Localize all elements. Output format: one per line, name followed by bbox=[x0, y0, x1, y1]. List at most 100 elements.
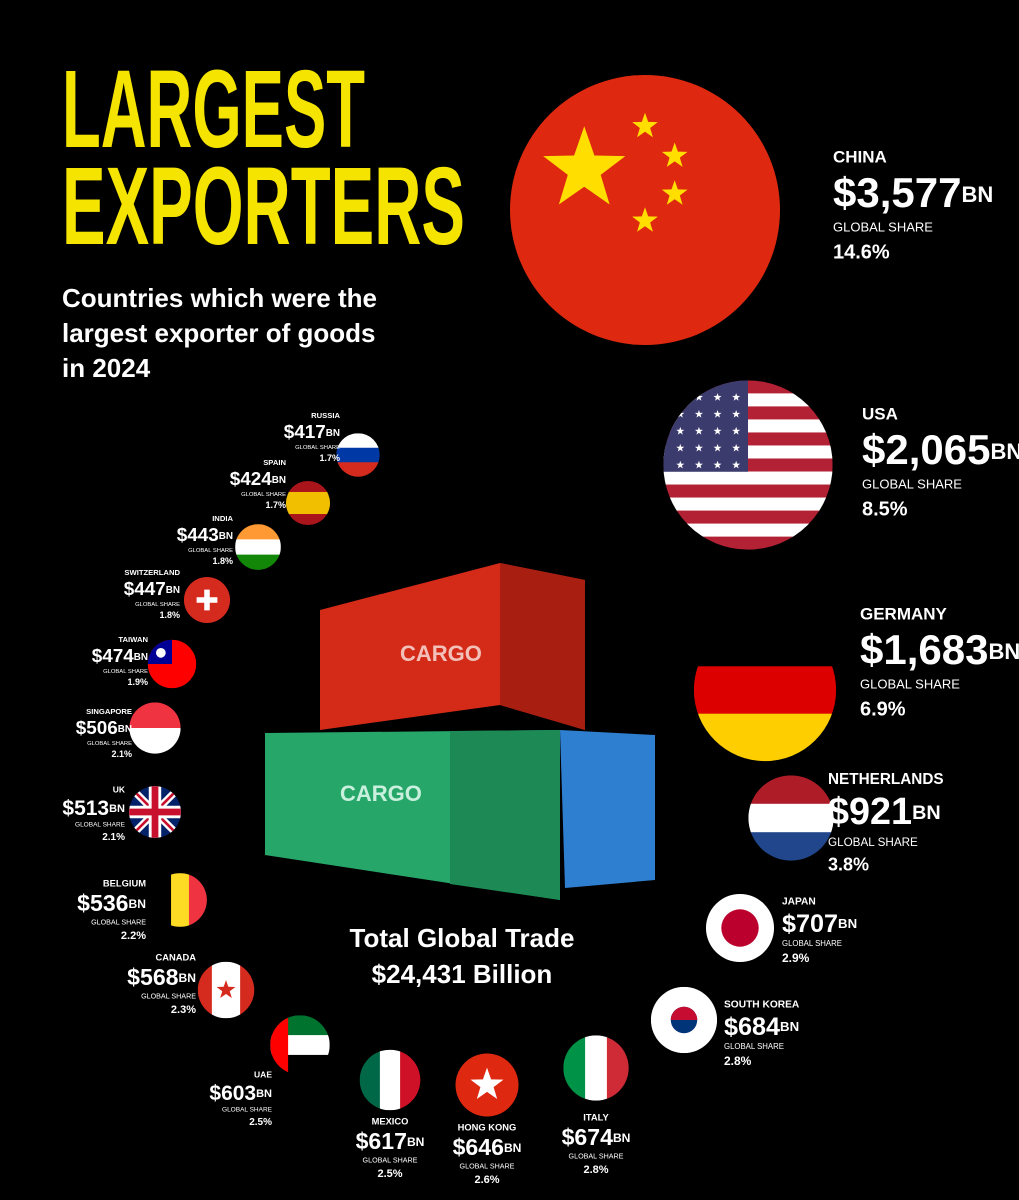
container-label: CARGO bbox=[400, 641, 482, 666]
export-value: $417BN bbox=[284, 422, 340, 443]
share-label: 8.5% bbox=[862, 498, 908, 520]
export-value: $536BN bbox=[77, 890, 146, 916]
country-name: SINGAPORE bbox=[86, 707, 132, 716]
export-value: $3,577BN bbox=[833, 169, 993, 216]
unit-label: BN bbox=[961, 182, 993, 207]
share-caption: GLOBAL SHARE bbox=[87, 741, 132, 747]
export-value: $568BN bbox=[127, 964, 196, 990]
flag-part bbox=[129, 786, 181, 838]
export-value: $447BN bbox=[124, 579, 180, 600]
share-caption: GLOBAL SHARE bbox=[782, 939, 842, 948]
value-label: $513 bbox=[62, 797, 109, 820]
share-caption: GLOBAL SHARE bbox=[135, 602, 180, 608]
flag bbox=[235, 524, 281, 570]
export-value: $2,065BN bbox=[862, 426, 1019, 473]
unit-label: BN bbox=[613, 1131, 630, 1145]
share-caption: GLOBAL SHARE bbox=[828, 836, 918, 849]
flag-part bbox=[661, 180, 688, 205]
country-name: CANADA bbox=[156, 952, 197, 962]
flag bbox=[359, 1049, 421, 1111]
value-label: $684 bbox=[724, 1012, 780, 1040]
share-label: 1.7% bbox=[319, 453, 340, 463]
share-caption: GLOBAL SHARE bbox=[833, 219, 933, 234]
flag-part bbox=[663, 484, 833, 499]
country-name: HONG KONG bbox=[458, 1122, 517, 1132]
flag-part bbox=[670, 1006, 698, 1020]
value-label: $447 bbox=[124, 579, 166, 600]
unit-label: BN bbox=[256, 1088, 272, 1100]
total-value: $24,431 Billion bbox=[372, 959, 553, 989]
flag-part bbox=[732, 409, 741, 418]
title-line: LARGEST bbox=[62, 48, 365, 171]
flag-part bbox=[713, 409, 722, 418]
value-label: $474 bbox=[92, 646, 135, 667]
flag-part bbox=[694, 426, 703, 435]
share-caption: GLOBAL SHARE bbox=[222, 1107, 273, 1114]
flag-part bbox=[285, 491, 331, 515]
blue-container bbox=[560, 730, 655, 888]
flag bbox=[336, 433, 380, 477]
flag-part bbox=[663, 497, 833, 512]
flag-part bbox=[676, 443, 685, 452]
flag bbox=[748, 775, 834, 861]
flag bbox=[705, 893, 775, 963]
share-caption: GLOBAL SHARE bbox=[363, 1156, 418, 1164]
flag-part bbox=[336, 462, 380, 477]
flag-part bbox=[713, 426, 722, 435]
flag-part bbox=[663, 471, 833, 486]
flag-part bbox=[693, 666, 837, 715]
unit-label: BN bbox=[272, 475, 286, 486]
share-label: 2.5% bbox=[377, 1168, 402, 1180]
country-name: CHINA bbox=[833, 147, 887, 166]
flag-part bbox=[721, 909, 759, 947]
share-label: 1.7% bbox=[265, 500, 286, 510]
share-caption: GLOBAL SHARE bbox=[75, 822, 126, 829]
country-name: TAIWAN bbox=[118, 635, 148, 644]
export-value: $646BN bbox=[453, 1134, 522, 1160]
value-label: $674 bbox=[562, 1124, 614, 1150]
country-name: NETHERLANDS bbox=[828, 771, 944, 788]
share-label: 2.1% bbox=[111, 749, 132, 759]
share-label: 1.8% bbox=[212, 556, 233, 566]
flag-part bbox=[732, 426, 741, 435]
flag-part bbox=[196, 597, 218, 603]
unit-label: BN bbox=[407, 1135, 424, 1149]
unit-label: BN bbox=[219, 531, 233, 542]
export-value: $513BN bbox=[62, 797, 125, 820]
flag-part bbox=[661, 142, 688, 167]
flag-part bbox=[676, 426, 685, 435]
country-name: JAPAN bbox=[782, 897, 816, 908]
country-name: ITALY bbox=[583, 1112, 609, 1122]
export-value: $707BN bbox=[782, 909, 857, 937]
flag-part bbox=[359, 1049, 381, 1111]
country-name: MEXICO bbox=[372, 1116, 409, 1126]
value-label: $921 bbox=[828, 791, 912, 833]
green-container-end bbox=[450, 730, 560, 900]
country-name: BELGIUM bbox=[103, 878, 146, 888]
share-label: 2.1% bbox=[102, 832, 125, 843]
flag-part bbox=[663, 523, 833, 538]
export-value: $474BN bbox=[92, 646, 148, 667]
export-value: $921BN bbox=[828, 791, 941, 833]
flag-part bbox=[153, 873, 172, 927]
country-name: SOUTH KOREA bbox=[724, 1000, 800, 1011]
export-value: $443BN bbox=[177, 525, 233, 546]
share-caption: GLOBAL SHARE bbox=[860, 676, 960, 691]
share-caption: GLOBAL SHARE bbox=[188, 548, 233, 554]
flag-part bbox=[470, 1067, 504, 1100]
flag bbox=[510, 75, 780, 345]
value-label: $417 bbox=[284, 422, 326, 443]
flag-part bbox=[732, 460, 741, 469]
flag-part bbox=[606, 1035, 629, 1101]
flag bbox=[455, 1053, 519, 1117]
share-label: 2.6% bbox=[474, 1174, 499, 1186]
flag bbox=[147, 639, 197, 689]
share-caption: GLOBAL SHARE bbox=[724, 1042, 784, 1051]
share-caption: GLOBAL SHARE bbox=[241, 492, 286, 498]
unit-label: BN bbox=[326, 428, 340, 439]
share-caption: GLOBAL SHARE bbox=[295, 445, 340, 451]
unit-label: BN bbox=[780, 1019, 799, 1034]
containers: CARGO CARGO bbox=[265, 563, 655, 900]
value-label: $536 bbox=[77, 890, 129, 916]
